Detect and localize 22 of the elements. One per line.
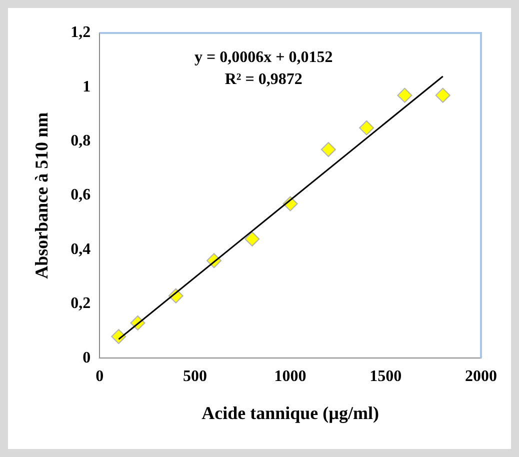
y-tick-label: 0,2 — [70, 295, 91, 312]
point — [359, 120, 374, 136]
point — [244, 231, 260, 246]
annotation: y = 0,0006x + 0,0152 — [194, 49, 333, 66]
point — [397, 88, 412, 103]
x-tick-label: 0 — [96, 368, 104, 385]
point — [111, 329, 126, 344]
y-tick-label: 0,6 — [70, 186, 91, 204]
y-tick-label: 0,8 — [70, 132, 91, 150]
y-tick-label: 1,2 — [70, 24, 91, 42]
y-tick-label: 0 — [82, 349, 91, 366]
x-axis-title: Acide tannique (µg/ml) — [202, 402, 379, 423]
y-tick-label: 0,4 — [70, 240, 91, 258]
x-tick-label: 1500 — [370, 368, 402, 385]
point — [435, 88, 450, 103]
point — [320, 142, 336, 158]
x-tick-label: 2000 — [465, 368, 497, 385]
y-tick-label: 1 — [82, 78, 91, 96]
annotation: R² = 0,9872 — [224, 71, 302, 88]
x-tick-label: 1000 — [274, 368, 306, 385]
y-axis-title: Absorbance à 510 nm — [31, 112, 52, 279]
x-tick-label: 500 — [182, 368, 207, 385]
